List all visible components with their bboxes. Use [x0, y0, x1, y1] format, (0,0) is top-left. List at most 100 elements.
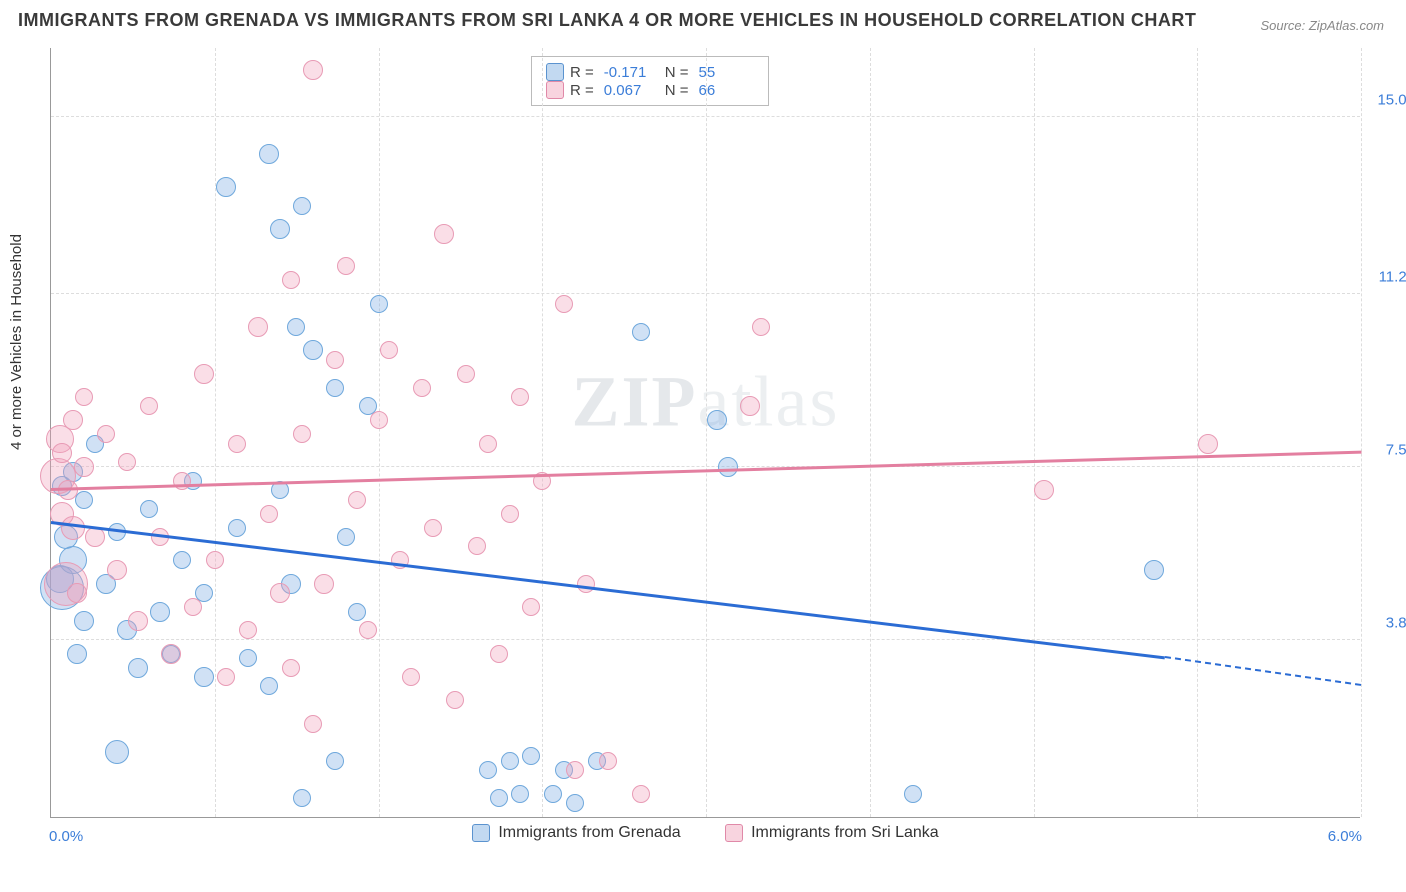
data-point — [239, 649, 257, 667]
data-point — [260, 677, 278, 695]
gridline-v — [870, 48, 871, 817]
data-point — [359, 621, 377, 639]
data-point — [303, 60, 323, 80]
data-point — [490, 645, 508, 663]
data-point — [118, 453, 136, 471]
data-point — [326, 752, 344, 770]
legend-item-srilanka: Immigrants from Sri Lanka — [725, 824, 939, 842]
data-point — [522, 598, 540, 616]
data-point — [326, 379, 344, 397]
r-label: R = — [570, 64, 594, 81]
data-point — [370, 411, 388, 429]
data-point — [67, 644, 87, 664]
data-point — [304, 715, 322, 733]
data-point — [239, 621, 257, 639]
swatch-pink — [725, 824, 743, 842]
data-point — [740, 396, 760, 416]
data-point — [75, 388, 93, 406]
data-point — [348, 491, 366, 509]
data-point — [194, 364, 214, 384]
data-point — [97, 425, 115, 443]
data-point — [270, 219, 290, 239]
gridline-v — [1034, 48, 1035, 817]
data-point — [228, 435, 246, 453]
n-label: N = — [665, 64, 689, 81]
stats-row-srilanka: R = 0.067 N = 66 — [546, 81, 754, 99]
gridline-v — [215, 48, 216, 817]
gridline-v — [542, 48, 543, 817]
data-point — [293, 789, 311, 807]
gridline-v — [1197, 48, 1198, 817]
data-point — [479, 761, 497, 779]
data-point — [380, 341, 398, 359]
data-point — [370, 295, 388, 313]
data-point — [282, 271, 300, 289]
series-legend: Immigrants from Grenada Immigrants from … — [51, 824, 1360, 847]
data-point — [424, 519, 442, 537]
data-point — [434, 224, 454, 244]
gridline-v — [379, 48, 380, 817]
data-point — [228, 519, 246, 537]
data-point — [259, 144, 279, 164]
data-point — [74, 457, 94, 477]
data-point — [270, 583, 290, 603]
data-point — [128, 611, 148, 631]
data-point — [105, 740, 129, 764]
swatch-blue — [472, 824, 490, 842]
data-point — [52, 443, 72, 463]
data-point — [140, 500, 158, 518]
y-tick-label: 11.2% — [1379, 269, 1406, 286]
swatch-pink — [546, 81, 564, 99]
data-point — [348, 603, 366, 621]
data-point — [707, 410, 727, 430]
data-point — [501, 752, 519, 770]
trend-line — [51, 521, 1165, 659]
data-point — [194, 667, 214, 687]
data-point — [446, 691, 464, 709]
data-point — [599, 752, 617, 770]
stats-row-grenada: R = -0.171 N = 55 — [546, 63, 754, 81]
n-label: N = — [665, 82, 689, 99]
data-point — [314, 574, 334, 594]
data-point — [1144, 560, 1164, 580]
data-point — [337, 257, 355, 275]
data-point — [206, 551, 224, 569]
data-point — [161, 644, 181, 664]
data-point — [468, 537, 486, 555]
chart-title: IMMIGRANTS FROM GRENADA VS IMMIGRANTS FR… — [18, 10, 1196, 31]
data-point — [140, 397, 158, 415]
y-axis-label: 4 or more Vehicles in Household — [8, 234, 25, 450]
gridline-v — [1361, 48, 1362, 817]
data-point — [718, 457, 738, 477]
data-point — [216, 177, 236, 197]
y-tick-label: 15.0% — [1377, 92, 1406, 109]
scatter-chart: ZIPatlas R = -0.171 N = 55 R = 0.067 N =… — [50, 48, 1360, 818]
data-point — [632, 323, 650, 341]
r-value-grenada: -0.171 — [604, 64, 659, 81]
y-tick-label: 3.8% — [1386, 614, 1406, 631]
data-point — [287, 318, 305, 336]
trend-line-extrapolated — [1164, 656, 1361, 686]
data-point — [326, 351, 344, 369]
data-point — [173, 472, 191, 490]
data-point — [303, 340, 323, 360]
data-point — [150, 602, 170, 622]
data-point — [85, 527, 105, 547]
swatch-blue — [546, 63, 564, 81]
data-point — [566, 761, 584, 779]
data-point — [511, 785, 529, 803]
gridline-v — [706, 48, 707, 817]
data-point — [555, 295, 573, 313]
data-point — [173, 551, 191, 569]
y-tick-label: 7.5% — [1386, 442, 1406, 459]
data-point — [107, 560, 127, 580]
data-point — [337, 528, 355, 546]
data-point — [1034, 480, 1054, 500]
data-point — [511, 388, 529, 406]
data-point — [490, 789, 508, 807]
data-point — [904, 785, 922, 803]
data-point — [501, 505, 519, 523]
data-point — [413, 379, 431, 397]
data-point — [61, 516, 85, 540]
data-point — [63, 410, 83, 430]
